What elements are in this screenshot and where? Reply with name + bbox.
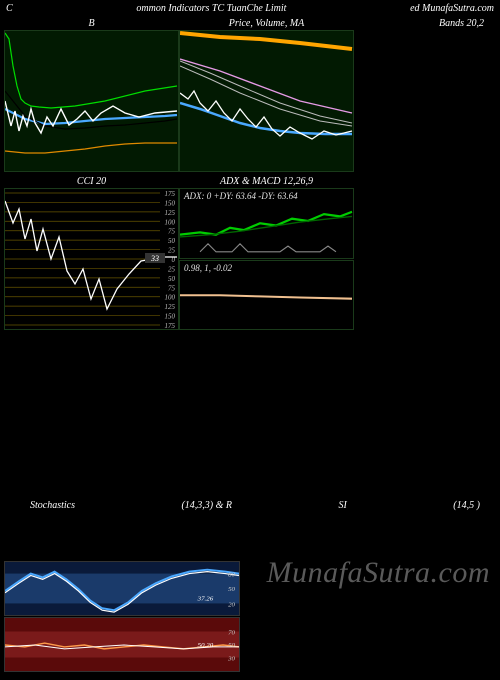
header-row: C ommon Indicators TC TuanChe Limit ed M… (0, 0, 500, 16)
svg-text:80: 80 (228, 572, 236, 579)
svg-text:25: 25 (168, 265, 176, 273)
svg-text:50: 50 (228, 642, 236, 649)
header-right: ed MunafaSutra.com (410, 3, 494, 14)
stoch-params2: (14,5 ) (453, 500, 480, 511)
svg-text:20: 20 (228, 601, 236, 608)
chart-grid-row1 (0, 30, 500, 172)
svg-text:100: 100 (165, 294, 176, 302)
stoch-params1: (14,3,3) & R (181, 500, 232, 511)
chart-bollinger (4, 30, 179, 172)
chart-adx: ADX: 0 +DY: 63.64 -DY: 63.64 (179, 188, 354, 259)
title-bollinger: B (4, 16, 179, 30)
chart-cci: 175150125100755025025507510012515017533 (4, 188, 179, 330)
svg-text:25: 25 (168, 247, 176, 255)
stoch-label: Stochastics (30, 500, 75, 511)
svg-text:125: 125 (165, 209, 176, 217)
svg-text:70: 70 (228, 629, 236, 636)
chart-price-ma (179, 30, 354, 172)
svg-text:50.20: 50.20 (198, 642, 214, 649)
chart-grid-row2-titles: CCI 20 ADX & MACD 12,26,9 (0, 174, 500, 188)
spacer-col3 (354, 30, 500, 172)
svg-text:50: 50 (168, 275, 176, 283)
svg-text:37.26: 37.26 (197, 596, 214, 603)
svg-text:100: 100 (165, 218, 176, 226)
svg-text:33: 33 (150, 254, 159, 263)
svg-text:175: 175 (165, 190, 176, 198)
svg-text:30: 30 (227, 655, 236, 662)
watermark-text: MunafaSutra.com (267, 556, 490, 590)
svg-text:50: 50 (168, 237, 176, 245)
title-cci: CCI 20 (4, 174, 179, 188)
bottom-chart-stack: 80 50 20 37.26 70 50 30 50.20 (4, 560, 240, 672)
title-bands: Bands 20,2 (354, 16, 500, 30)
svg-text:125: 125 (165, 303, 176, 311)
svg-text:75: 75 (168, 284, 176, 292)
chart-grid-row1-titles: B Price, Volume, MA Bands 20,2 (0, 16, 500, 30)
chart-macd: 0.98, 1, -0.02 (179, 260, 354, 331)
svg-text:175: 175 (165, 322, 176, 329)
title-price-vol: Price, Volume, MA (179, 16, 354, 30)
chart-stochastics: 80 50 20 37.26 (4, 561, 240, 616)
title-adx-macd: ADX & MACD 12,26,9 (179, 174, 354, 188)
stoch-rsi-label: SI (338, 500, 346, 511)
svg-text:150: 150 (165, 199, 176, 207)
svg-text:50: 50 (228, 586, 236, 593)
header-center: ommon Indicators TC TuanChe Limit (136, 3, 286, 14)
chart-adx-macd-stack: ADX: 0 +DY: 63.64 -DY: 63.64 0.98, 1, -0… (179, 188, 354, 330)
chart-grid-row2: 175150125100755025025507510012515017533 … (0, 188, 500, 330)
svg-text:75: 75 (168, 228, 176, 236)
header-left: C (6, 3, 13, 14)
chart-rsi: 70 50 30 50.20 (4, 617, 240, 672)
stochastics-header: Stochastics (14,3,3) & R SI (14,5 ) (0, 500, 500, 511)
svg-text:150: 150 (165, 313, 176, 321)
